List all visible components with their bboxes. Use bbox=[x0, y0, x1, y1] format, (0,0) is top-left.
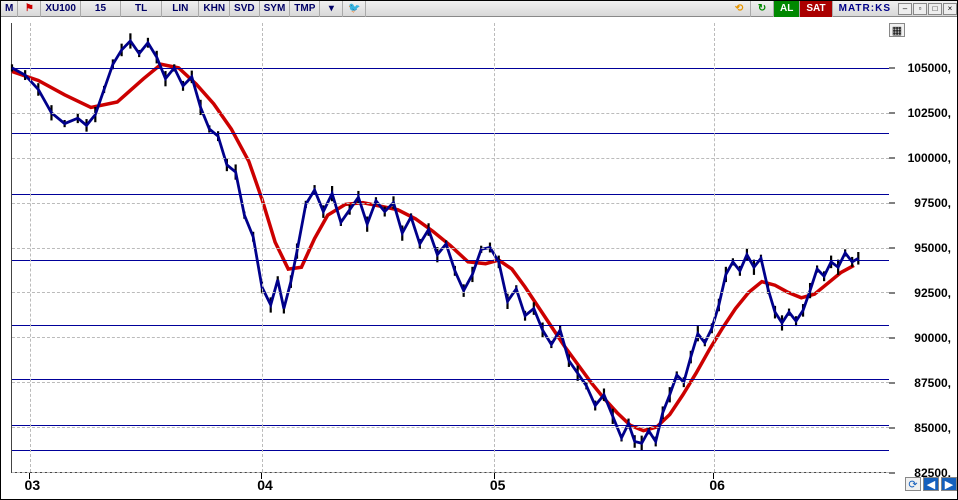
svd-button[interactable]: SVD bbox=[230, 1, 260, 17]
minimize-button[interactable]: – bbox=[898, 3, 912, 15]
refresh-bottom-icon[interactable]: ⟳ bbox=[905, 477, 921, 491]
y-tick-label: 95000, bbox=[914, 241, 951, 255]
y-tick-label: 92500, bbox=[914, 286, 951, 300]
sym-button[interactable]: SYM bbox=[260, 1, 291, 17]
flag-icon[interactable]: ⚑ bbox=[18, 1, 41, 17]
sync-icon[interactable]: ↻ bbox=[751, 1, 774, 17]
restore-button[interactable]: ▫ bbox=[913, 3, 927, 15]
interval-selector[interactable]: 15 bbox=[81, 1, 121, 17]
twitter-icon[interactable]: 🐦 bbox=[343, 1, 366, 17]
sat-sell-button[interactable]: SAT bbox=[800, 1, 832, 17]
close-button[interactable]: × bbox=[943, 3, 957, 15]
scroll-right-button[interactable]: ▶ bbox=[941, 477, 957, 491]
support-line bbox=[12, 194, 889, 195]
support-line bbox=[12, 133, 889, 134]
al-buy-button[interactable]: AL bbox=[774, 1, 800, 17]
y-axis: 82500,85000,87500,90000,92500,95000,9750… bbox=[889, 23, 957, 473]
dropdown-icon[interactable]: ▾ bbox=[320, 1, 343, 17]
plot-region[interactable] bbox=[11, 23, 889, 473]
support-line bbox=[12, 379, 889, 380]
refresh-icon[interactable]: ⟲ bbox=[728, 1, 751, 17]
y-tick-label: 90000, bbox=[914, 331, 951, 345]
price-wicks bbox=[12, 33, 858, 451]
tmp-button[interactable]: TMP bbox=[290, 1, 320, 17]
support-line bbox=[12, 450, 889, 451]
menu-m-button[interactable]: M bbox=[1, 1, 18, 17]
brand-logo: MATR:KS bbox=[833, 3, 897, 14]
x-tick-label: 03 bbox=[25, 477, 41, 493]
x-axis: 03 04 05 06 bbox=[11, 473, 889, 499]
x-tick-label: 05 bbox=[490, 477, 506, 493]
currency-selector[interactable]: TL bbox=[121, 1, 162, 17]
khn-button[interactable]: KHN bbox=[199, 1, 230, 17]
x-tick-label: 04 bbox=[257, 477, 273, 493]
y-tick-label: 85000, bbox=[914, 421, 951, 435]
toolbar: M ⚑ XU100 15 TL LIN KHN SVD SYM TMP ▾ 🐦 … bbox=[1, 1, 957, 17]
y-tick-label: 105000, bbox=[908, 61, 951, 75]
y-tick-label: 100000, bbox=[908, 151, 951, 165]
scroll-left-button[interactable]: ◀ bbox=[923, 477, 939, 491]
support-line bbox=[12, 425, 889, 426]
y-tick-label: 87500, bbox=[914, 376, 951, 390]
y-tick-label: 102500, bbox=[908, 106, 951, 120]
support-line bbox=[12, 260, 889, 261]
lin-button[interactable]: LIN bbox=[162, 1, 199, 17]
corner-icon-top[interactable]: ▦ bbox=[889, 23, 905, 37]
maximize-button[interactable]: □ bbox=[928, 3, 942, 15]
support-line bbox=[12, 325, 889, 326]
support-line bbox=[12, 68, 889, 69]
symbol-label[interactable]: XU100 bbox=[41, 1, 81, 17]
chart-area: 82500,85000,87500,90000,92500,95000,9750… bbox=[1, 17, 957, 499]
x-tick-label: 06 bbox=[709, 477, 725, 493]
y-tick-label: 97500, bbox=[914, 196, 951, 210]
